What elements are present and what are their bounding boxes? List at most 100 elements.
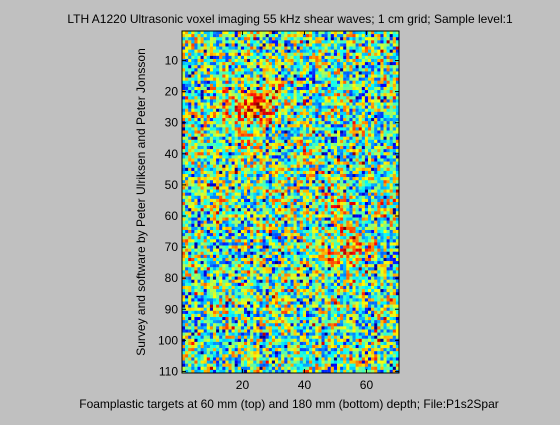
heatmap-cell: [309, 80, 313, 84]
heatmap-cell: [330, 226, 334, 231]
heatmap-cell: [324, 236, 328, 240]
heatmap-cell: [324, 102, 328, 106]
heatmap-cell: [330, 118, 334, 122]
heatmap-cell: [240, 139, 245, 144]
heatmap-cell: [352, 58, 356, 63]
heatmap-cell: [327, 34, 331, 38]
heatmap-cell: [209, 127, 214, 131]
heatmap-cell: [340, 239, 344, 243]
heatmap-cell: [296, 195, 300, 199]
heatmap-cell: [185, 40, 189, 44]
heatmap-cell: [380, 177, 384, 181]
heatmap-cell: [318, 180, 322, 184]
heatmap-cell: [389, 133, 393, 137]
heatmap-cell: [306, 58, 310, 63]
heatmap-cell: [240, 124, 245, 128]
heatmap-cell: [299, 146, 303, 150]
heatmap-cell: [188, 170, 192, 175]
heatmap-cell: [330, 186, 334, 190]
heatmap-cell: [364, 118, 369, 122]
heatmap-cell: [188, 186, 192, 190]
heatmap-cell: [330, 96, 334, 100]
heatmap-cell: [290, 142, 294, 147]
heatmap-cell: [182, 251, 186, 255]
heatmap-cell: [343, 170, 347, 175]
heatmap-cell: [312, 118, 316, 122]
heatmap-cell: [330, 34, 334, 38]
heatmap-cell: [374, 158, 378, 162]
heatmap-cell: [188, 236, 192, 240]
heatmap-cell: [330, 99, 334, 103]
heatmap-cell: [278, 49, 282, 53]
heatmap-cell: [216, 124, 220, 128]
heatmap-cell: [389, 161, 393, 165]
heatmap-cell: [386, 74, 390, 78]
heatmap-cell: [355, 86, 359, 91]
heatmap-cell: [318, 142, 322, 147]
heatmap-cell: [225, 124, 229, 128]
heatmap-cell: [349, 180, 353, 184]
heatmap-cell: [234, 139, 238, 144]
heatmap-cell: [299, 127, 303, 131]
heatmap-cell: [278, 220, 282, 224]
heatmap-cell: [318, 127, 322, 131]
heatmap-cell: [253, 124, 257, 128]
heatmap-cell: [302, 167, 307, 171]
heatmap-cell: [219, 71, 223, 75]
heatmap-cell: [364, 192, 369, 196]
heatmap-cell: [306, 105, 310, 109]
heatmap-cell: [343, 158, 347, 162]
heatmap-cell: [327, 180, 331, 184]
heatmap-cell: [340, 62, 344, 66]
heatmap-cell: [265, 152, 269, 156]
heatmap-cell: [293, 37, 297, 41]
heatmap-cell: [244, 124, 248, 128]
heatmap-cell: [262, 34, 266, 38]
heatmap-cell: [306, 155, 310, 159]
heatmap-cell: [188, 198, 192, 203]
heatmap-cell: [315, 111, 319, 116]
heatmap-cell: [259, 108, 263, 112]
heatmap-cell: [253, 245, 257, 249]
heatmap-cell: [265, 93, 269, 97]
heatmap-cell: [197, 183, 201, 187]
heatmap-cell: [225, 223, 229, 227]
heatmap-cell: [268, 167, 272, 171]
heatmap-cell: [299, 49, 303, 53]
heatmap-cell: [222, 186, 226, 190]
heatmap-cell: [330, 217, 334, 221]
heatmap-cell: [383, 102, 387, 106]
heatmap-cell: [213, 108, 217, 112]
heatmap-cell: [380, 31, 384, 35]
heatmap-cell: [364, 136, 369, 140]
heatmap-cell: [200, 223, 204, 227]
heatmap-cell: [278, 83, 282, 88]
heatmap-cell: [284, 40, 288, 44]
heatmap-cell: [228, 130, 232, 134]
heatmap-cell: [346, 34, 350, 38]
heatmap-cell: [358, 155, 362, 159]
heatmap-cell: [244, 130, 248, 134]
heatmap-cell: [333, 161, 338, 165]
heatmap-cell: [299, 58, 303, 63]
heatmap-cell: [395, 77, 400, 81]
heatmap-cell: [374, 34, 378, 38]
heatmap-cell: [327, 90, 331, 94]
heatmap-cell: [296, 68, 300, 72]
heatmap-cell: [389, 111, 393, 116]
heatmap-cell: [209, 155, 214, 159]
heatmap-cell: [386, 133, 390, 137]
heatmap-cell: [309, 183, 313, 187]
heatmap-cell: [346, 161, 350, 165]
heatmap-cell: [237, 102, 241, 106]
heatmap-cell: [371, 152, 375, 156]
heatmap-cell: [333, 114, 338, 119]
heatmap-cell: [265, 158, 269, 162]
heatmap-cell: [371, 96, 375, 100]
heatmap-cell: [392, 155, 396, 159]
heatmap-cell: [194, 170, 198, 175]
heatmap-cell: [380, 136, 384, 140]
heatmap-cell: [330, 161, 334, 165]
heatmap-cell: [386, 71, 390, 75]
heatmap-cell: [268, 217, 272, 221]
